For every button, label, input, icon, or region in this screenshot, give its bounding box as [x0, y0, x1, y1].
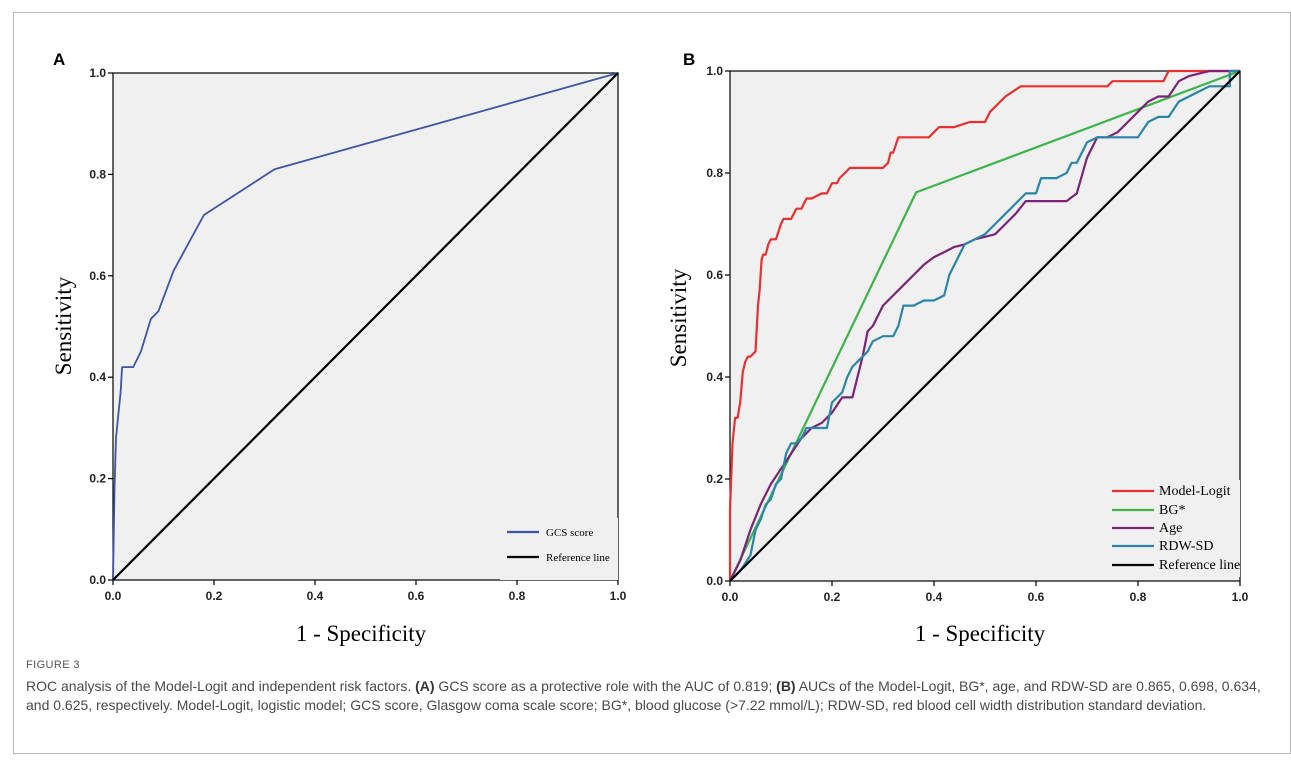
panel-b-ticks: 0.0 0.2 0.4 0.6 0.8 1.0 0.0 0.2 0.4 0.6 0.8 1.0 — [706, 64, 1248, 604]
panel-a-x-tick-label: 0.2 — [206, 589, 223, 603]
panel-b-series-model-logit — [728, 69, 1240, 581]
panel-b-lines — [728, 69, 1241, 582]
panel-b-series-rdw-sd — [729, 69, 1240, 582]
panel-b-legend-label: Model-Logit — [1159, 484, 1231, 499]
panel-b-legend-label: Reference line — [1159, 558, 1240, 573]
panel-a-x-tick-label: 0.6 — [408, 589, 425, 603]
panel-a-y-tick-label: 0.6 — [89, 269, 106, 283]
panel-b-x-tick-label: 0.4 — [926, 590, 943, 604]
panel-a-lines — [112, 72, 619, 581]
panel-a-y-tick-label: 0.8 — [89, 167, 106, 181]
panel-b-x-tick-label: 0.8 — [1130, 590, 1147, 604]
panel-a-ticks: 0.0 0.2 0.4 0.6 0.8 1.0 0.0 0.2 0.4 0.6 0.8 1.0 — [89, 66, 626, 603]
panel-a-x-axis-title: 1 - Specificity — [296, 621, 427, 646]
panel-a-x-tick-label: 0.4 — [307, 589, 324, 603]
panel-a-x-tick-label: 0.8 — [509, 589, 526, 603]
panel-b-y-tick-label: 0.2 — [706, 472, 723, 486]
panel-b-legend-label: RDW-SD — [1159, 539, 1213, 554]
panel-b-x-axis-title: 1 - Specificity — [915, 621, 1046, 646]
panel-a-series-gcs-score — [112, 72, 619, 581]
panel-b-y-tick-label: 1.0 — [706, 64, 723, 78]
panel-b-x-tick-label: 0.2 — [824, 590, 841, 604]
caption-text: ROC analysis of the Model-Logit and inde… — [26, 677, 1276, 715]
panel-b-y-tick-label: 0.6 — [706, 268, 723, 282]
panel-a-x-tick-label: 1.0 — [610, 589, 627, 603]
panel-b-y-tick-label: 0.4 — [706, 370, 723, 384]
caption-part: (A) — [415, 678, 435, 694]
caption-part: AUCs of the Model-Logit, BG*, age, and R… — [26, 678, 1261, 713]
panel-a-legend: GCS score Reference line — [500, 518, 618, 580]
panel-a-y-axis-title: Sensitivity — [51, 276, 76, 375]
panel-a-series-reference-line — [112, 72, 619, 581]
panel-b-x-tick-label: 1.0 — [1232, 590, 1249, 604]
figure-label: FIGURE 3 — [26, 659, 80, 671]
caption-part: ROC analysis of the Model-Logit and inde… — [26, 678, 416, 694]
caption-part: (B) — [776, 678, 796, 694]
panel-a-legend-box — [500, 518, 618, 580]
panel-a-y-tick-label: 0.2 — [89, 472, 106, 486]
panel-a-x-tick-label: 0.0 — [105, 589, 122, 603]
panel-b-y-tick-label: 0.0 — [706, 574, 723, 588]
panel-b-x-tick-label: 0.0 — [722, 590, 739, 604]
figure-caption: FIGURE 3 ROC analysis of the Model-Logit… — [26, 659, 1276, 715]
panel-a-y-tick-label: 0.0 — [89, 573, 106, 587]
panel-b-legend-label: Age — [1159, 521, 1182, 536]
figure-svg: A 0.0 0.2 0.4 0.6 0.8 1.0 0.0 0.2 0.4 0.6 0.8 1.0 1… — [51, 50, 1249, 646]
panel-a-letter: A — [53, 50, 65, 69]
panel-a-legend-label: GCS score — [546, 527, 593, 539]
panel-b-letter: B — [683, 50, 695, 69]
panel-a: A 0.0 0.2 0.4 0.6 0.8 1.0 0.0 0.2 0.4 0.6 0.8 1.0 1… — [51, 50, 627, 646]
panel-b-series-reference-line — [729, 70, 1241, 582]
panel-a-y-tick-label: 1.0 — [89, 66, 106, 80]
caption-part: GCS score as a protective role with the … — [434, 678, 777, 694]
panel-b-legend: Model-Logit BG* Age RDW-SD Reference line — [1106, 480, 1240, 577]
panel-a-legend-label: Reference line — [546, 552, 610, 564]
panel-a-y-tick-label: 0.4 — [89, 370, 106, 384]
panel-b-y-axis-title: Sensitivity — [666, 268, 691, 367]
panel-b: B 0.0 0.2 0.4 0.6 0.8 1.0 0.0 0.2 0.4 0.6 0.8 1.0 1… — [666, 50, 1249, 646]
panel-b-y-tick-label: 0.8 — [706, 166, 723, 180]
panel-b-x-tick-label: 0.6 — [1028, 590, 1045, 604]
panel-b-legend-label: BG* — [1159, 503, 1185, 518]
